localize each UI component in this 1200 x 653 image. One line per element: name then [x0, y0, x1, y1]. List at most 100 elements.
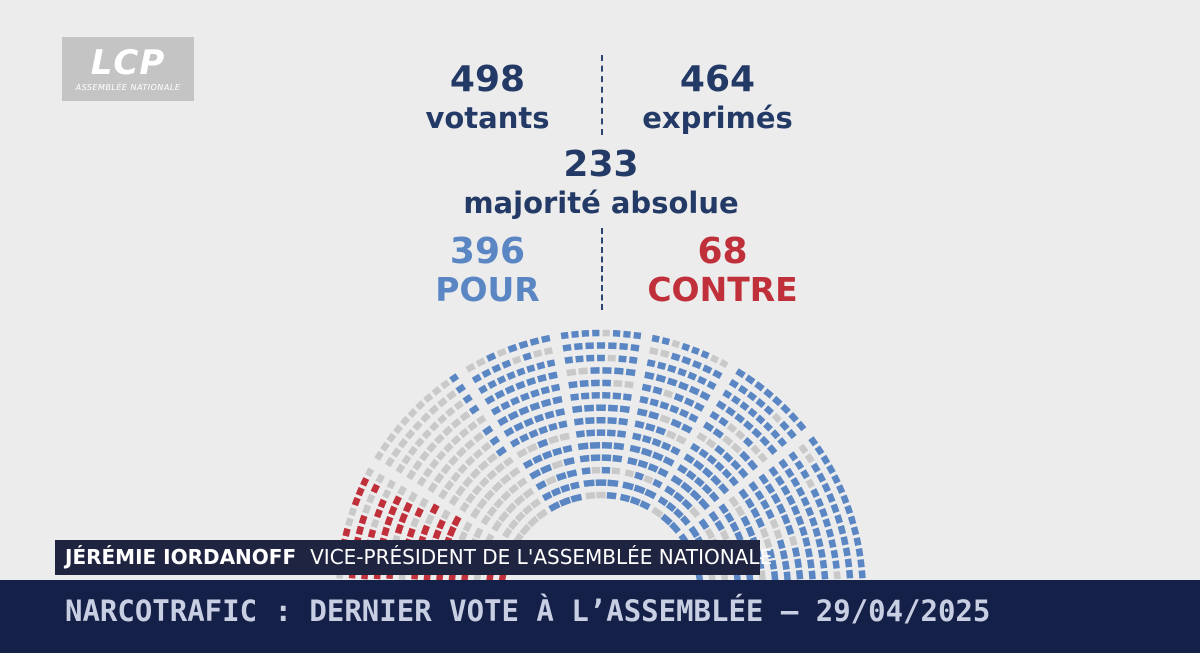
seat: [414, 507, 424, 518]
pour-stat: 396 POUR: [420, 232, 555, 308]
seat: [750, 507, 761, 519]
seat: [507, 519, 519, 531]
seat: [794, 460, 805, 471]
seat: [808, 570, 816, 580]
seat: [509, 466, 521, 478]
seat: [386, 479, 396, 490]
seat: [467, 421, 478, 432]
seat: [665, 501, 677, 513]
seat: [671, 339, 681, 349]
logo-subtitle: ASSEMBLÉE NATIONALE: [75, 83, 181, 92]
seat: [607, 479, 619, 488]
seat: [744, 374, 756, 385]
seat: [570, 393, 580, 401]
seat: [449, 373, 460, 383]
seat: [502, 456, 514, 467]
seat: [779, 549, 788, 560]
seat: [721, 468, 733, 479]
seat: [649, 347, 659, 356]
seat: [529, 337, 540, 346]
seat: [737, 467, 749, 479]
seat: [575, 430, 585, 438]
seat: [480, 441, 492, 453]
seat: [634, 420, 645, 429]
seat: [526, 364, 536, 373]
seat: [669, 521, 681, 534]
seat: [436, 413, 448, 425]
pour-count: 396: [449, 231, 526, 272]
seat: [612, 454, 623, 463]
seat: [420, 524, 431, 536]
seat: [655, 426, 667, 436]
seat: [366, 493, 376, 504]
seat: [446, 390, 457, 401]
seat: [776, 539, 786, 550]
seat: [478, 384, 488, 395]
seat: [570, 493, 583, 503]
seat: [529, 402, 541, 412]
seat: [634, 471, 645, 481]
seat: [495, 446, 507, 457]
logo-mark: LCP: [90, 43, 166, 83]
seat: [738, 488, 749, 500]
seat: [663, 389, 674, 399]
seat: [800, 496, 810, 507]
seat: [414, 437, 425, 448]
seat: [728, 476, 739, 487]
seat: [578, 367, 588, 375]
seat: [759, 527, 769, 539]
seat: [437, 397, 448, 408]
seat: [537, 438, 549, 449]
seat: [515, 380, 526, 390]
seat: [806, 559, 815, 569]
seat: [382, 488, 392, 499]
seat: [526, 443, 538, 453]
seat: [763, 538, 773, 549]
seat: [490, 405, 502, 416]
seat: [624, 469, 635, 478]
seat: [527, 515, 540, 528]
seat: [742, 436, 754, 448]
seat: [641, 434, 652, 444]
seat: [629, 496, 641, 506]
seat: [815, 538, 824, 548]
seat: [355, 486, 365, 497]
seat: [795, 569, 804, 580]
seat: [566, 368, 577, 377]
seat: [817, 548, 826, 559]
votants-count: 498: [449, 59, 526, 100]
seat: [504, 384, 516, 395]
seat: [826, 464, 836, 475]
seat: [706, 380, 717, 390]
seat: [539, 463, 553, 475]
seat: [491, 519, 503, 532]
seat: [500, 490, 512, 502]
seat: [737, 384, 749, 395]
seat: [675, 434, 687, 445]
seat: [670, 445, 681, 456]
seat: [729, 521, 740, 533]
seat: [579, 379, 589, 388]
seat: [810, 488, 820, 498]
seat: [536, 361, 546, 370]
seat: [407, 408, 418, 419]
seat: [457, 463, 468, 475]
seat: [494, 462, 506, 474]
seat: [499, 473, 512, 485]
seat: [581, 467, 591, 475]
seat: [804, 547, 813, 558]
seat: [832, 560, 840, 569]
seat: [358, 514, 368, 525]
seat: [651, 451, 664, 462]
seat: [623, 330, 631, 338]
seat: [477, 460, 490, 472]
seat: [569, 481, 580, 490]
seat: [619, 342, 629, 351]
seat: [669, 404, 680, 414]
seat: [416, 476, 427, 487]
seat: [558, 420, 568, 429]
seat: [657, 496, 669, 507]
seat: [464, 439, 476, 450]
seat: [833, 571, 841, 580]
seat: [724, 512, 735, 523]
